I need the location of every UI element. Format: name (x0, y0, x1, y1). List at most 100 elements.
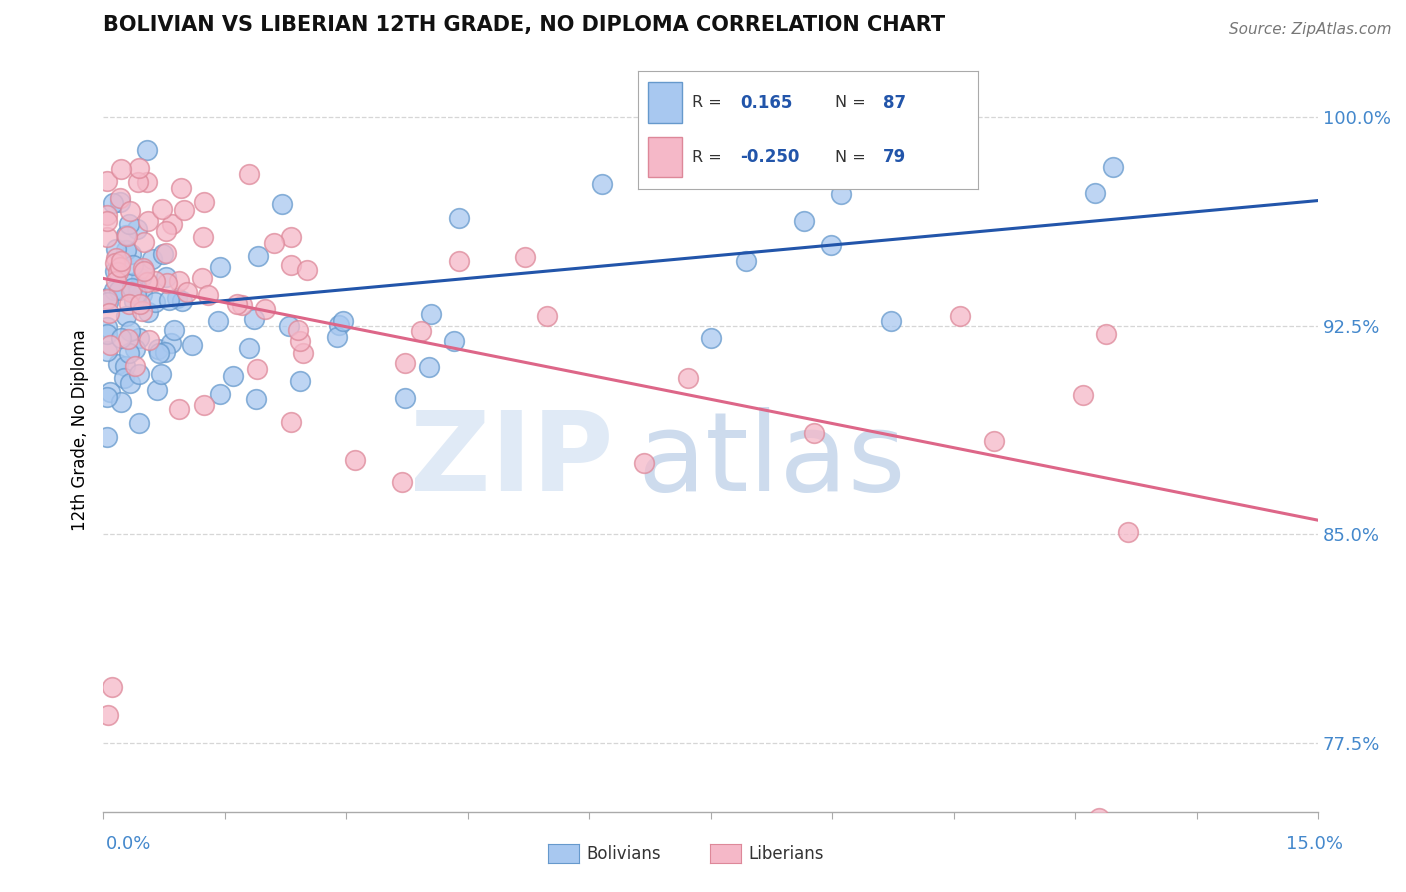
Point (128, 368, 150, 382)
Point (803, 425, 825, 440)
Text: 15.0%: 15.0% (1285, 835, 1343, 853)
Point (132, 235, 155, 250)
Point (125, 282, 148, 296)
Point (107, 265, 129, 279)
Point (193, 230, 215, 244)
Point (449, 211, 471, 225)
Point (287, 323, 309, 337)
Point (246, 249, 269, 263)
Point (120, 285, 142, 299)
Point (118, 345, 141, 359)
Point (263, 236, 285, 251)
Point (1094, 326, 1116, 341)
Point (148, 345, 170, 359)
Point (120, 203, 142, 218)
Text: atlas: atlas (638, 407, 907, 514)
Point (295, 262, 318, 277)
Point (117, 332, 139, 346)
Point (180, 337, 202, 351)
Point (155, 224, 177, 238)
Point (141, 252, 163, 267)
Point (104, 256, 127, 270)
Point (880, 314, 903, 328)
Point (96, 320, 118, 334)
Point (135, 144, 157, 158)
Point (105, 274, 128, 288)
Point (163, 323, 186, 337)
Point (115, 243, 138, 257)
Point (110, 161, 132, 176)
Point (120, 324, 142, 338)
Point (225, 297, 247, 311)
Point (129, 271, 152, 285)
Point (193, 195, 215, 210)
Point (148, 342, 170, 356)
Point (820, 237, 842, 252)
Point (222, 368, 245, 383)
Point (136, 175, 159, 189)
Point (96, 344, 118, 359)
Point (983, 434, 1005, 449)
Point (720, 161, 742, 175)
Point (146, 383, 169, 397)
Point (97, 306, 120, 320)
Point (125, 287, 148, 301)
Point (1116, 524, 1139, 539)
Point (277, 319, 299, 334)
Point (155, 246, 177, 260)
Point (156, 277, 179, 291)
Point (96, 292, 118, 306)
Point (394, 391, 416, 405)
Point (96, 208, 118, 222)
Point (110, 331, 132, 345)
Text: Liberians: Liberians (748, 845, 824, 863)
Text: Source: ZipAtlas.com: Source: ZipAtlas.com (1229, 22, 1392, 37)
Point (132, 261, 155, 276)
Point (172, 293, 194, 308)
Point (110, 395, 132, 409)
Point (152, 247, 174, 261)
Text: 0.0%: 0.0% (105, 835, 150, 853)
Point (128, 297, 150, 311)
Point (280, 229, 302, 244)
Point (344, 452, 367, 467)
Point (191, 270, 214, 285)
Point (104, 263, 127, 277)
Point (96, 291, 118, 305)
Point (700, 331, 723, 345)
Point (131, 286, 153, 301)
Point (238, 167, 260, 181)
Point (107, 357, 129, 371)
Point (112, 371, 135, 385)
Point (98, 384, 121, 399)
Point (246, 362, 269, 376)
Point (447, 254, 470, 268)
Point (108, 283, 131, 297)
Point (143, 275, 166, 289)
Point (253, 302, 276, 317)
Point (118, 217, 141, 231)
Point (104, 251, 127, 265)
Point (96, 430, 118, 444)
Text: BOLIVIAN VS LIBERIAN 12TH GRADE, NO DIPLOMA CORRELATION CHART: BOLIVIAN VS LIBERIAN 12TH GRADE, NO DIPL… (103, 15, 945, 35)
Point (124, 359, 146, 373)
Point (96, 327, 118, 342)
Point (101, 195, 124, 210)
Point (332, 314, 354, 328)
Point (238, 341, 260, 355)
Point (98, 338, 121, 352)
Point (394, 356, 416, 370)
Point (128, 161, 150, 175)
Point (153, 345, 176, 359)
Point (207, 313, 229, 327)
Point (291, 346, 314, 360)
Point (245, 392, 267, 406)
Point (167, 274, 190, 288)
Point (288, 375, 311, 389)
Point (166, 291, 188, 305)
Point (97, 294, 120, 309)
Point (134, 263, 156, 277)
Text: Bolivians: Bolivians (586, 845, 661, 863)
Point (122, 258, 145, 272)
Point (160, 218, 183, 232)
